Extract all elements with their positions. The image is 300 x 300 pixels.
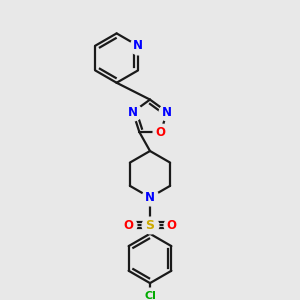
Text: O: O [123, 218, 133, 232]
Text: Cl: Cl [144, 291, 156, 300]
Text: N: N [128, 106, 138, 118]
Text: O: O [167, 218, 177, 232]
Text: N: N [145, 191, 155, 204]
Text: N: N [162, 106, 172, 118]
Text: N: N [133, 39, 143, 52]
Text: S: S [146, 218, 154, 232]
Text: O: O [156, 126, 166, 139]
